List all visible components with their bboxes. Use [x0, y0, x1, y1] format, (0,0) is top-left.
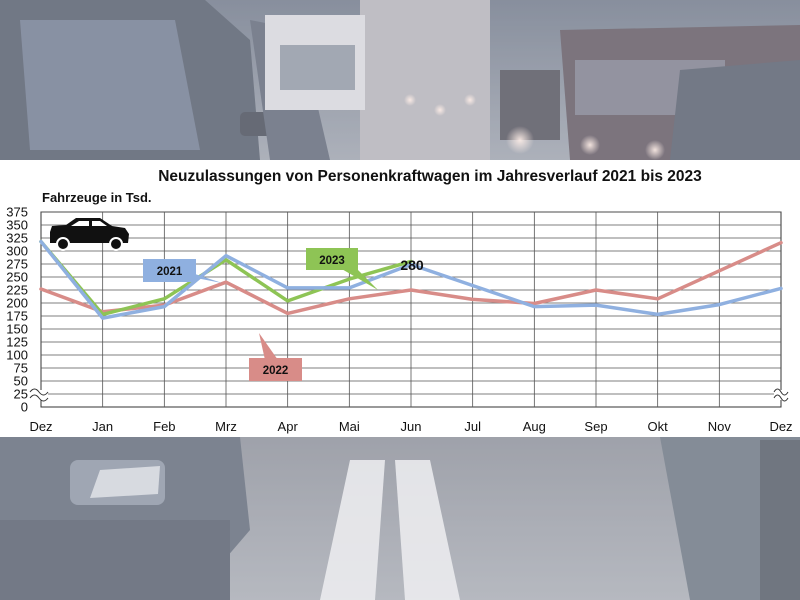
- x-tick-label: Jan: [92, 419, 113, 434]
- callout-2023: 2023: [306, 248, 378, 290]
- callout-2023-label: 2023: [319, 255, 345, 267]
- x-tick-label: Sep: [584, 419, 607, 434]
- y-tick-label: 75: [14, 361, 28, 376]
- x-tick-label: Apr: [278, 419, 299, 434]
- y-tick-label: 225: [6, 283, 28, 298]
- x-tick-label: Mai: [339, 419, 360, 434]
- y-tick-label: 0: [21, 400, 28, 415]
- series-lines: [39, 239, 783, 320]
- callout-2022: 2022: [249, 333, 302, 381]
- y-tick-label: 125: [6, 335, 28, 350]
- y-tick-label: 100: [6, 348, 28, 363]
- callout-2021-label: 2021: [157, 266, 183, 278]
- x-tick-label: Okt: [648, 419, 669, 434]
- y-tick-label: 375: [6, 205, 28, 220]
- y-tick-label: 50: [14, 374, 28, 389]
- y-tick-label: 175: [6, 309, 28, 324]
- x-tick-label: Jun: [401, 419, 422, 434]
- callout-2022-label: 2022: [263, 365, 289, 377]
- y-axis-label: Fahrzeuge in Tsd.: [42, 190, 152, 205]
- callout-2021: 2021: [143, 259, 222, 283]
- y-tick-label: 200: [6, 296, 28, 311]
- y-tick-label: 300: [6, 244, 28, 259]
- x-axis-ticks: Dez Jan Feb Mrz Apr Mai Jun Jul Aug Sep Okt Nov Dez: [29, 419, 792, 434]
- x-tick-label: Feb: [153, 419, 175, 434]
- x-tick-label: Dez: [29, 419, 52, 434]
- x-tick-label: Mrz: [215, 419, 237, 434]
- y-tick-label: 275: [6, 257, 28, 272]
- x-tick-label: Aug: [523, 419, 546, 434]
- car-icon: [50, 218, 129, 251]
- y-tick-label: 350: [6, 218, 28, 233]
- y-tick-label: 150: [6, 322, 28, 337]
- y-tick-label: 250: [6, 270, 28, 285]
- value-label-280: 280: [400, 257, 424, 273]
- y-tick-label: 25: [14, 387, 28, 402]
- chart-title: Neuzulassungen von Personenkraftwagen im…: [158, 168, 702, 185]
- series-line-2023: [39, 239, 413, 317]
- x-tick-label: Dez: [769, 419, 792, 434]
- y-tick-label: 325: [6, 231, 28, 246]
- y-axis-break-mark: [29, 388, 789, 402]
- x-tick-label: Jul: [464, 419, 481, 434]
- y-axis-ticks: 0255075100125150175200225250275300325350…: [6, 205, 28, 415]
- x-tick-label: Nov: [708, 419, 732, 434]
- series-line-2021: [39, 239, 783, 320]
